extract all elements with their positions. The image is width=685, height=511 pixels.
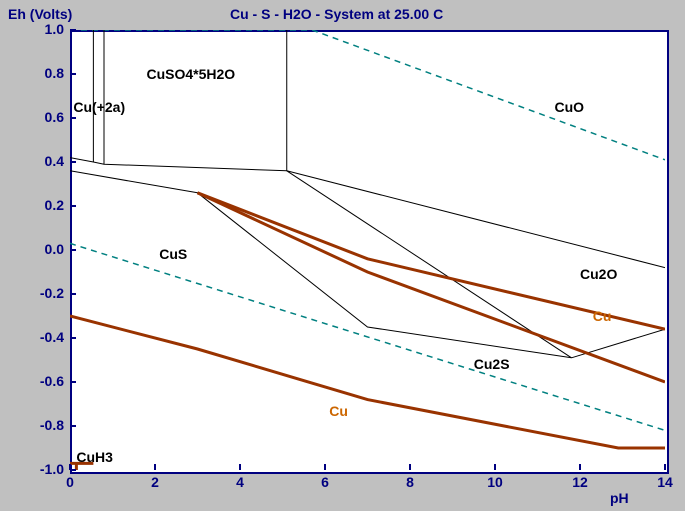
region-label: Cu2O [580, 266, 617, 282]
y-tick-label: 0.0 [24, 241, 64, 257]
region-label: CuH3 [76, 449, 113, 465]
y-tick-label: -0.4 [24, 329, 64, 345]
x-tick-label: 12 [565, 474, 595, 490]
y-tick-label: -0.6 [24, 373, 64, 389]
pourbaix-diagram-frame: Cu - S - H2O - System at 25.00 C Eh (Vol… [0, 0, 685, 511]
region-label: Cu [329, 403, 348, 419]
x-tick-label: 14 [650, 474, 680, 490]
y-tick-label: -0.8 [24, 417, 64, 433]
region-label: CuO [555, 99, 585, 115]
y-tick-label: 0.4 [24, 153, 64, 169]
y-tick-label: 1.0 [24, 21, 64, 37]
x-tick-label: 2 [140, 474, 170, 490]
y-tick-label: 0.6 [24, 109, 64, 125]
x-tick-label: 8 [395, 474, 425, 490]
region-label: CuSO4*5H2O [147, 66, 236, 82]
y-tick-label: 0.2 [24, 197, 64, 213]
y-tick-label: 0.8 [24, 65, 64, 81]
region-label: Cu(+2a) [73, 99, 125, 115]
region-label: Cu2S [474, 356, 510, 372]
y-tick-label: -0.2 [24, 285, 64, 301]
region-label: CuS [159, 246, 187, 262]
x-tick-label: 10 [480, 474, 510, 490]
x-tick-label: 4 [225, 474, 255, 490]
chart-svg [0, 0, 685, 511]
x-tick-label: 0 [55, 474, 85, 490]
x-tick-label: 6 [310, 474, 340, 490]
region-label: Cu [593, 308, 612, 324]
